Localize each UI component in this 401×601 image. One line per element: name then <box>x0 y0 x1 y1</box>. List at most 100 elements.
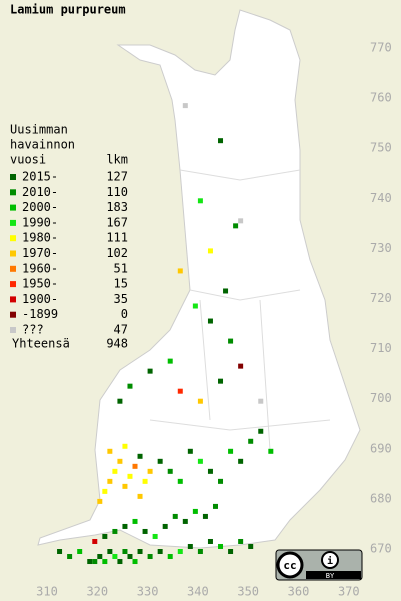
legend-swatch <box>10 281 16 288</box>
title: Lamium purpureum <box>10 3 126 17</box>
observation-square <box>112 554 118 560</box>
y-axis-label: 690 <box>370 441 392 455</box>
observation-square <box>117 458 123 464</box>
observation-square <box>197 398 203 404</box>
observation-square <box>187 543 193 549</box>
observation-square <box>117 398 123 404</box>
observation-square <box>132 559 138 565</box>
observation-square <box>177 478 183 484</box>
y-axis-label: 750 <box>370 141 392 155</box>
observation-square <box>177 388 183 394</box>
legend-count: 0 <box>121 307 128 321</box>
observation-square <box>132 518 138 524</box>
observation-square <box>228 448 234 454</box>
observation-square <box>147 554 153 560</box>
observation-square <box>67 554 73 560</box>
observation-square <box>77 549 83 554</box>
observation-square <box>218 138 224 144</box>
observation-square <box>233 223 239 229</box>
x-axis-label: 340 <box>187 585 209 599</box>
x-axis-label: 310 <box>36 585 58 599</box>
legend-count: 47 <box>114 323 128 337</box>
observation-square <box>137 549 143 554</box>
legend-label: 1900- <box>22 292 58 306</box>
y-axis-label: 670 <box>370 542 392 556</box>
observation-square <box>248 438 254 444</box>
y-axis-label: 680 <box>370 491 392 505</box>
observation-square <box>122 483 128 489</box>
observation-square <box>223 288 229 294</box>
observation-square <box>228 338 234 344</box>
observation-square <box>207 248 213 254</box>
legend-swatch <box>10 189 16 196</box>
observation-square <box>142 528 148 534</box>
license-text: BY <box>326 572 335 580</box>
x-axis-label: 350 <box>237 585 259 599</box>
x-axis-label: 320 <box>86 585 108 599</box>
x-axis-label: 360 <box>288 585 310 599</box>
legend-swatch <box>10 311 16 318</box>
observation-square <box>107 478 113 484</box>
x-axis-label: 370 <box>338 585 360 599</box>
observation-square <box>107 448 113 454</box>
legend-label: 1970- <box>22 246 58 260</box>
x-axis-label: 330 <box>137 585 159 599</box>
legend-label: 1990- <box>22 215 58 229</box>
legend-count: 35 <box>114 292 128 306</box>
y-axis-label: 770 <box>370 41 392 55</box>
legend-heading: havainnon <box>10 138 75 152</box>
y-axis-label: 760 <box>370 91 392 105</box>
legend-swatch <box>10 219 16 226</box>
y-axis-label: 740 <box>370 191 392 205</box>
observation-square <box>152 533 158 539</box>
axes: 310 320 330 340 350 360 370 670 680 690 700 710 720 7… <box>36 41 392 599</box>
y-axis-label: 710 <box>370 341 392 355</box>
observation-square <box>182 103 188 109</box>
observation-square <box>57 549 63 554</box>
observation-square <box>238 363 244 369</box>
observation-square <box>112 528 118 534</box>
observation-square <box>218 543 224 549</box>
legend-count: 51 <box>114 261 128 275</box>
observation-square <box>192 508 198 514</box>
y-axis-label: 730 <box>370 241 392 255</box>
observation-square <box>127 383 133 389</box>
observation-square <box>97 554 103 560</box>
legend-swatch <box>10 235 16 242</box>
observation-square <box>102 488 108 494</box>
region-borders <box>149 169 331 451</box>
observation-square <box>228 549 234 554</box>
observation-square <box>157 549 163 554</box>
license-badge: cc i BY <box>275 549 363 581</box>
observation-square <box>157 458 163 464</box>
svg-text:cc: cc <box>283 559 296 572</box>
observation-square <box>112 468 118 474</box>
y-axis-label: 700 <box>370 391 392 405</box>
observation-square <box>248 543 254 549</box>
total-label: Yhteensä <box>12 337 70 351</box>
observation-square <box>207 538 213 544</box>
observation-square <box>238 218 244 224</box>
observation-square <box>137 453 143 459</box>
observation-square <box>167 554 173 560</box>
observation-square <box>187 448 193 454</box>
legend-swatch <box>10 265 16 272</box>
observation-square <box>142 478 148 484</box>
observations <box>57 103 274 565</box>
observation-square <box>137 493 143 499</box>
legend-label: ??? <box>22 323 44 337</box>
observation-square <box>102 533 108 539</box>
legend-count: 127 <box>106 170 128 184</box>
observation-square <box>197 458 203 464</box>
legend-count-heading: lkm <box>106 153 128 167</box>
observation-square <box>92 538 98 544</box>
observation-square <box>117 559 123 565</box>
observation-square <box>92 559 98 565</box>
observation-square <box>207 318 213 324</box>
observation-square <box>268 448 274 454</box>
observation-square <box>192 303 198 309</box>
legend-count: 183 <box>106 200 128 214</box>
observation-square <box>212 503 218 509</box>
legend-heading: Uusimman <box>10 123 68 137</box>
